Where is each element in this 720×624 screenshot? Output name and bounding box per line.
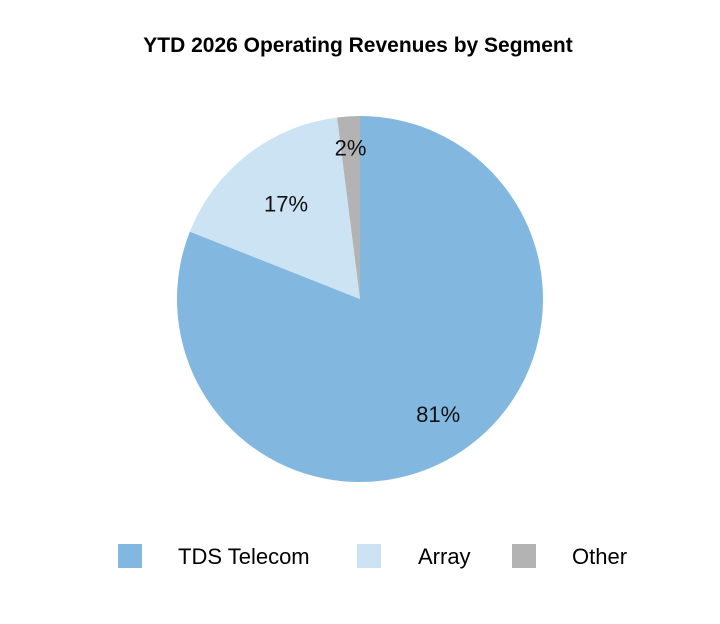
legend-label-tds-telecom: TDS Telecom [178,544,310,569]
legend-swatch-other [512,544,536,568]
pie-slice-array [189,117,360,299]
legend-swatch-array [357,544,381,568]
legend-item-array: Array [357,543,487,571]
legend-item-tds-telecom: TDS Telecom [118,543,328,571]
slice-label-array: 17% [264,192,308,217]
legend-label-other: Other [572,544,628,569]
chart-title: YTD 2026 Operating Revenues by Segment [143,34,573,57]
pie-slice-other [337,115,360,299]
legend-label-array: Array [418,544,471,569]
slice-label-other: 2% [335,135,367,160]
pie-slice-tds-telecom [176,116,543,482]
legend-item-other: Other [512,543,642,571]
legend: TDS Telecom Array Other [0,543,720,571]
slice-label-tds-telecom: 81% [416,402,460,427]
legend-swatch-tds-telecom [118,544,142,568]
